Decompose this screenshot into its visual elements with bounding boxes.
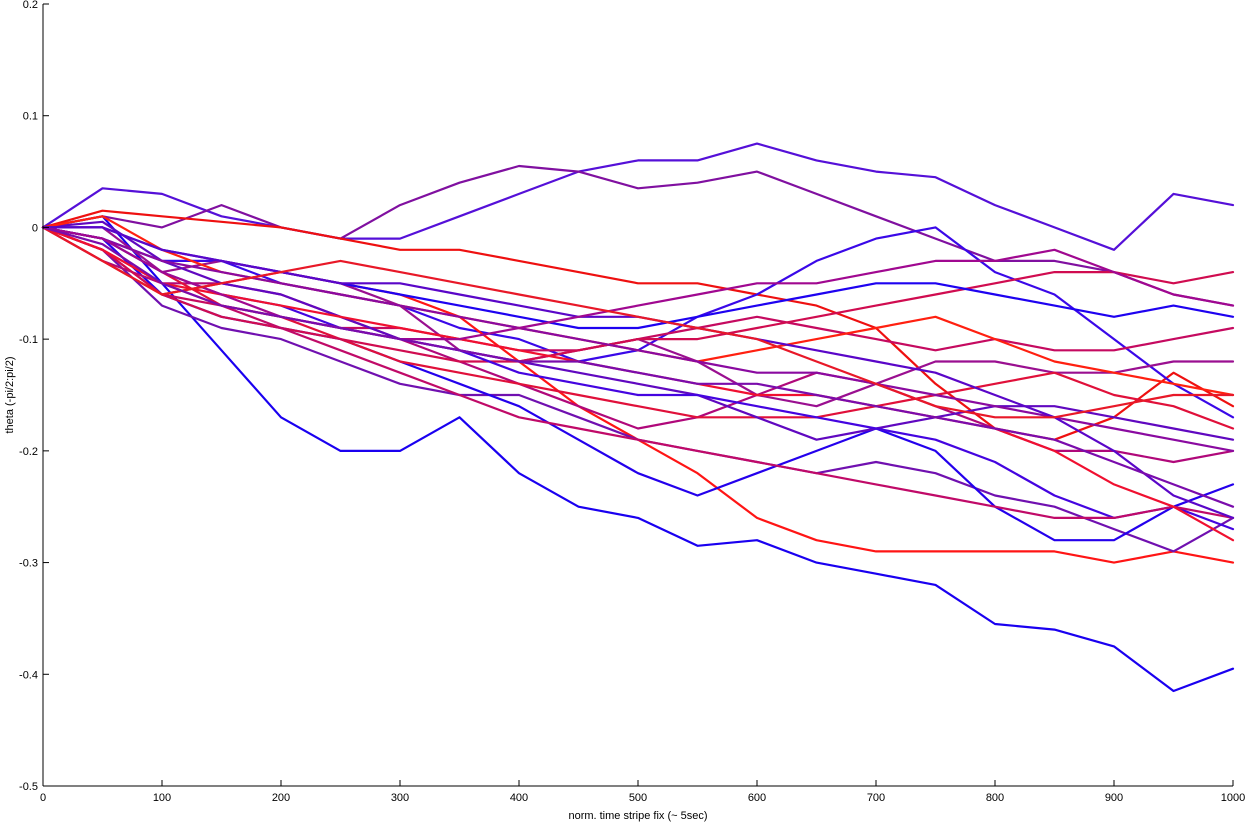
series-line — [41, 226, 1235, 464]
series-line — [41, 226, 1235, 520]
x-tick-label: 600 — [748, 792, 766, 804]
x-tick-label: 0 — [40, 792, 46, 804]
x-tick-label: 400 — [510, 792, 528, 804]
series-line — [41, 142, 1235, 251]
series-line — [41, 226, 1235, 352]
x-tick-label: 500 — [629, 792, 647, 804]
y-tick-label: -0.2 — [19, 446, 38, 458]
series-line — [41, 164, 1235, 307]
y-tick-label: -0.5 — [19, 781, 38, 793]
x-tick-label: 800 — [986, 792, 1004, 804]
y-tick-label: -0.1 — [19, 334, 38, 346]
y-axis-label: theta (-pi/2:pi/2) — [4, 356, 16, 433]
y-tick-label: 0.2 — [23, 0, 38, 11]
x-tick-label: 900 — [1105, 792, 1123, 804]
y-tick-label: 0.1 — [23, 111, 38, 123]
x-axis-label: norm. time stripe fix (~ 5sec) — [568, 810, 707, 822]
y-ticks: 0.2 0.1 0 -0.1 -0.2 -0.3 -0.4 -0.5 — [19, 0, 49, 793]
series-line — [41, 220, 1235, 441]
x-tick-label: 200 — [272, 792, 290, 804]
x-tick-label: 1000 — [1221, 792, 1245, 804]
series-layer — [41, 142, 1235, 693]
x-ticks: 0 100 200 300 400 500 600 700 800 900 1000 — [40, 780, 1245, 804]
y-tick-label: -0.3 — [19, 558, 38, 570]
series-line — [41, 226, 1235, 419]
series-line — [41, 226, 1235, 553]
series-line — [41, 215, 1235, 693]
x-tick-label: 700 — [867, 792, 885, 804]
series-line — [41, 226, 1235, 363]
y-tick-label: 0 — [32, 222, 38, 234]
x-tick-label: 300 — [391, 792, 409, 804]
series-line — [41, 226, 1235, 508]
series-line — [41, 226, 1235, 452]
x-tick-label: 100 — [153, 792, 171, 804]
series-line — [41, 226, 1235, 330]
series-line — [41, 226, 1235, 341]
y-tick-label: -0.4 — [19, 669, 38, 681]
series-line — [41, 226, 1235, 419]
